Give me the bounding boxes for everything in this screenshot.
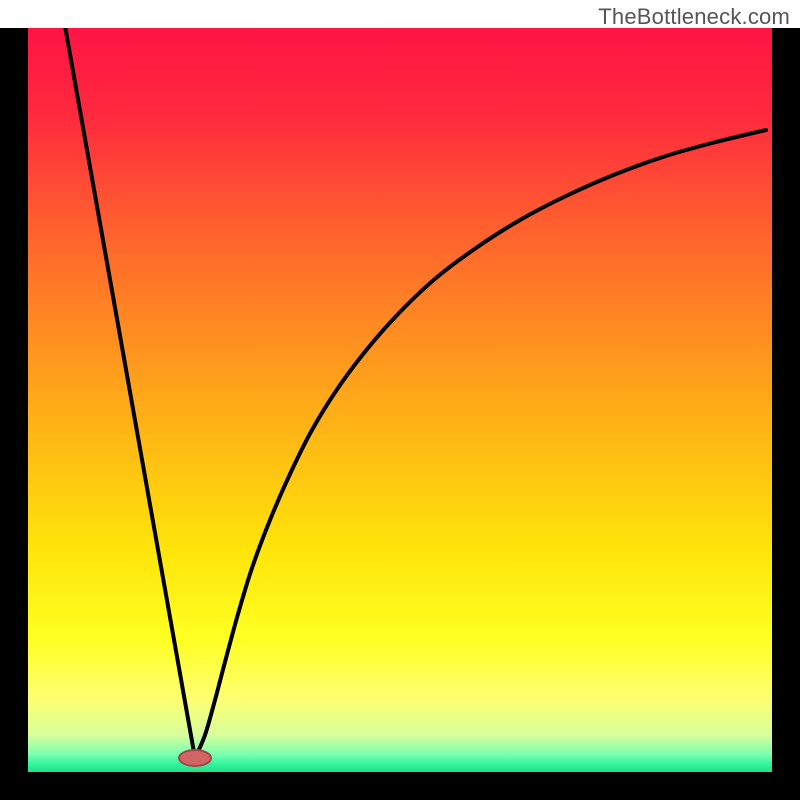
gradient-background (28, 28, 772, 772)
watermark-text: TheBottleneck.com (598, 4, 790, 30)
frame-border-left (0, 28, 28, 800)
bottleneck-chart (0, 0, 800, 800)
chart-container: { "watermark": "TheBottleneck.com", "cha… (0, 0, 800, 800)
minimum-marker (179, 750, 211, 766)
frame-border-bottom (0, 772, 800, 800)
frame-border-right (772, 28, 800, 800)
